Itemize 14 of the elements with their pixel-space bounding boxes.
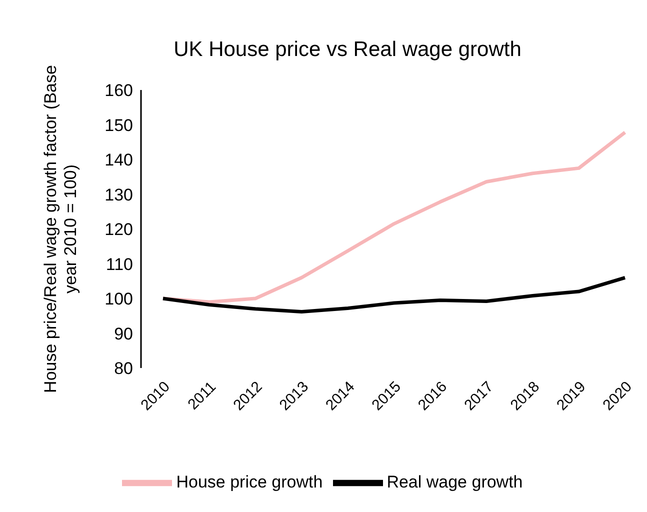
y-tick-label: 150	[104, 116, 133, 135]
y-tick-label: 110	[106, 254, 133, 274]
legend-label: House price growth	[176, 472, 323, 492]
y-tick-label: 160	[104, 81, 133, 100]
y-axis-title: House price/Real wage growth factor (Base year 2010 = 100)	[41, 65, 80, 393]
y-tick-label: 80	[114, 359, 133, 378]
y-tick-label: 120	[104, 220, 133, 240]
y-tick-label: 100	[104, 290, 133, 309]
y-tick-label: 140	[104, 150, 133, 170]
line-series	[161, 276, 627, 314]
y-tick-label: 130	[104, 185, 133, 204]
legend-label: Real wage growth	[386, 472, 523, 492]
y-tick-label: 90	[114, 324, 133, 344]
chart-title: UK House price vs Real wage growth	[172, 38, 522, 62]
